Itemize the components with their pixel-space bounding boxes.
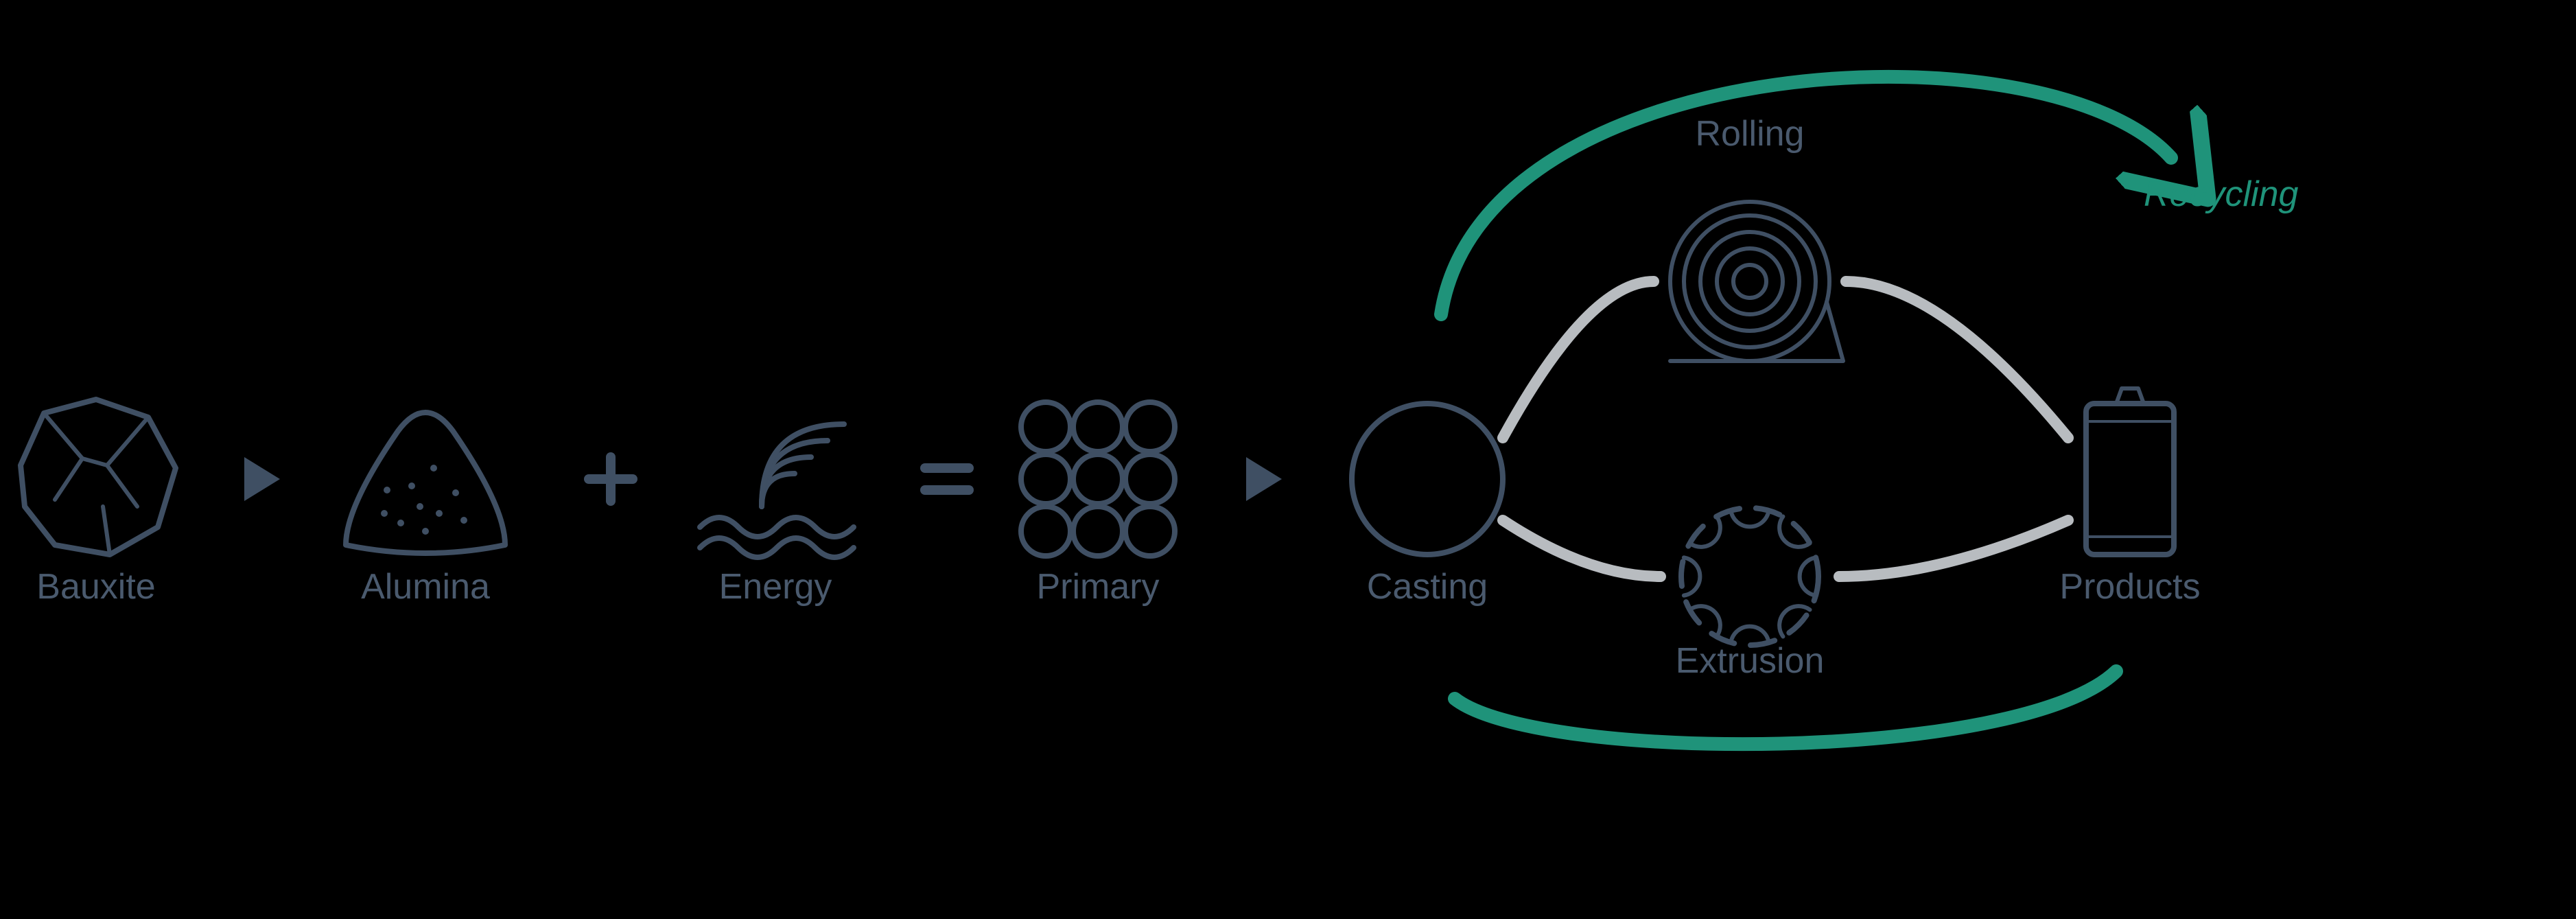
energy-label: Energy	[719, 567, 832, 607]
recycling-label: Recycling	[2144, 174, 2298, 214]
extrusion-label: Extrusion	[1676, 641, 1825, 681]
aluminium-process-diagram: Bauxite Alumina Energy Primary Casting Rollin…	[0, 0, 2576, 769]
diagram-background	[0, 0, 2576, 769]
products-label: Products	[2059, 567, 2200, 607]
rolling-label: Rolling	[1696, 114, 1805, 154]
alumina-label: Alumina	[361, 567, 490, 607]
bauxite-label: Bauxite	[36, 567, 155, 607]
primary-label: Primary	[1036, 567, 1159, 607]
casting-label: Casting	[1367, 567, 1488, 607]
